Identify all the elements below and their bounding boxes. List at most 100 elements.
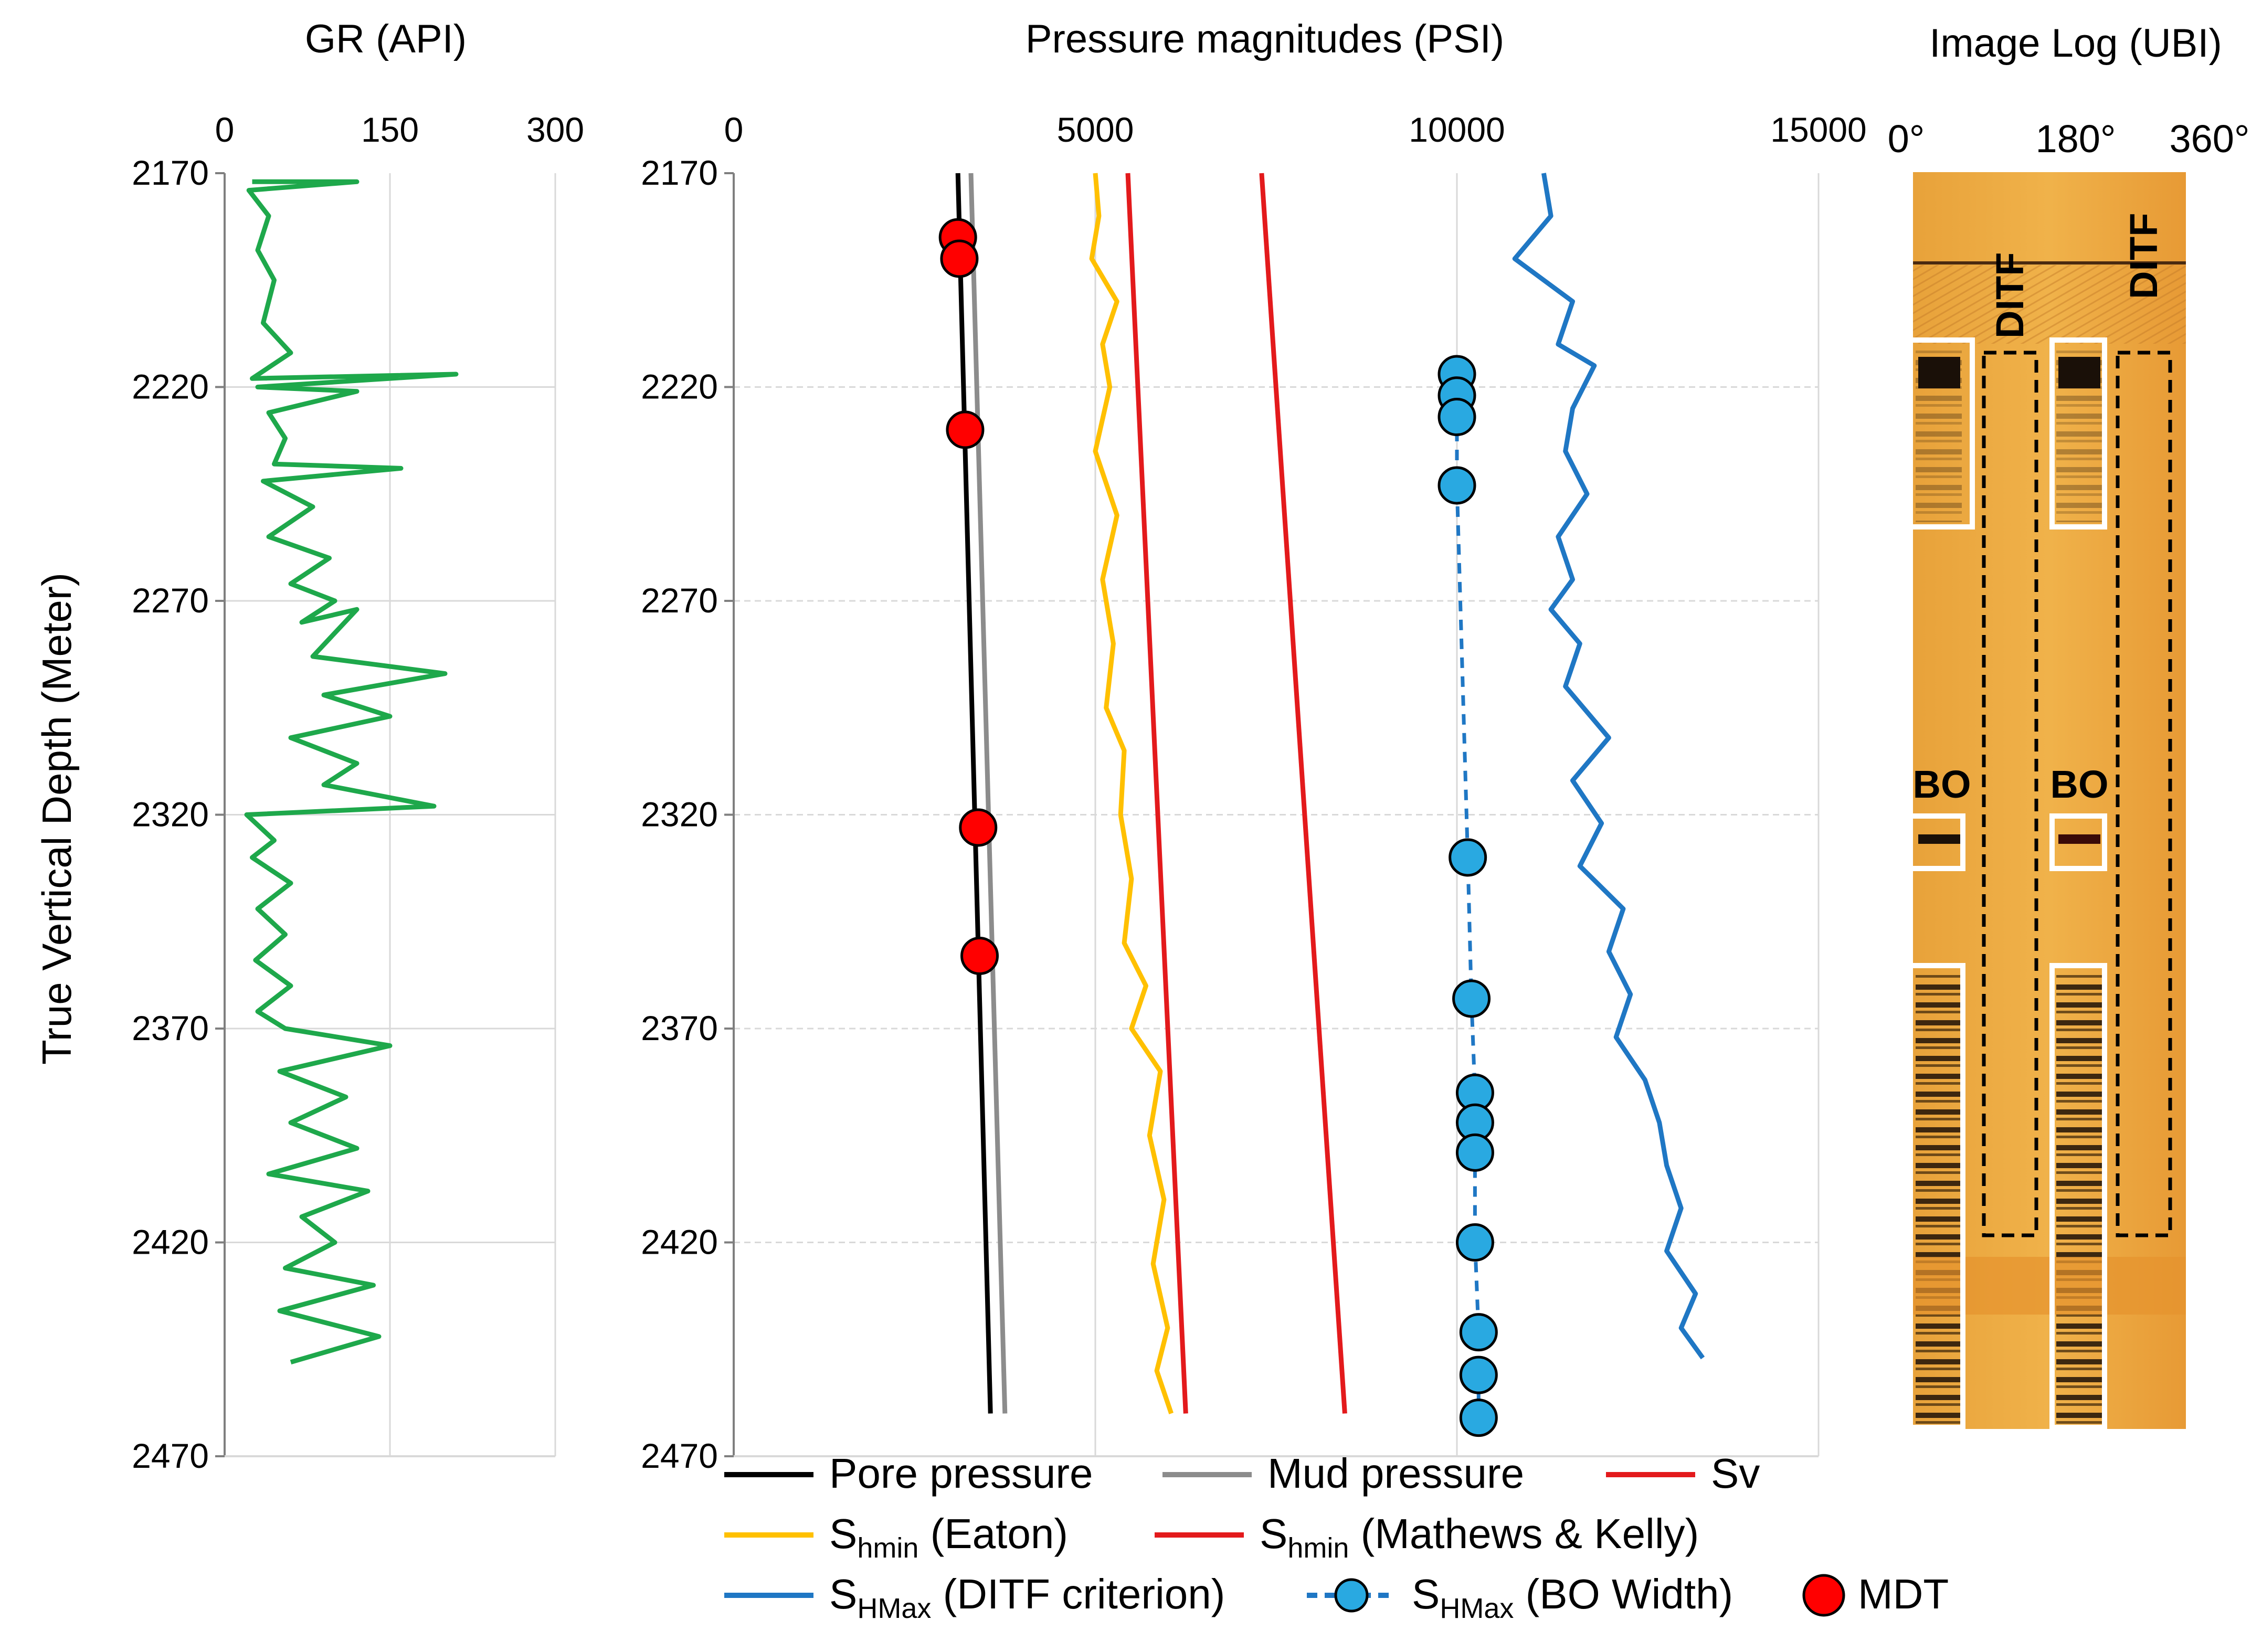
ubi-label-0: 0° [1888,117,1925,161]
legend-label-6: SHMax (BO Width) [1412,1571,1733,1624]
legend-item-4: Shmin (Mathews & Kelly) [1155,1510,1699,1564]
pressure-panel: Pressure magnitudes (PSI) 0 5000 10000 1500… [641,17,1867,1475]
legend-item-0: Pore pressure [724,1450,1093,1497]
pressure-gridlines [734,173,1820,1456]
pressure-x-ticks: 0 5000 10000 15000 [724,110,1867,149]
ubi-breakout-top-b [2058,357,2100,388]
gr-ytick-label-0: 2170 [132,153,209,192]
gr-ytick-label-5: 2420 [132,1223,209,1262]
ditf-label-b: DITF [2122,213,2165,299]
legend-marker-6 [1334,1578,1369,1613]
series-7-point-3 [959,808,998,847]
p-ytick-label-6: 2470 [641,1436,718,1475]
legend-label-5: SHMax (DITF criterion) [829,1571,1225,1624]
series-line-5 [1512,173,1705,1360]
series-7-point-2 [946,410,985,449]
gr-axes [215,172,555,1457]
legend-label-4: Shmin (Mathews & Kelly) [1260,1510,1699,1564]
ubi-boxes [1908,337,2172,1430]
bo-box-3a [1908,963,1965,1430]
series-6-point-3 [1437,466,1476,505]
legend-label-3: Shmin (Eaton) [829,1510,1068,1564]
legend-item-2: Sv [1606,1450,1760,1497]
ubi-label-360: 360° [2169,117,2249,161]
p-ytick-label-2: 2270 [641,581,718,620]
p-ytick-label-3: 2320 [641,795,718,834]
gr-title: GR (API) [305,17,467,61]
ubi-band-block-2a [1916,973,1964,1430]
series-6-point-11 [1459,1356,1498,1394]
series-6-point-4 [1449,838,1487,877]
bo-box-2a [1908,813,1965,871]
legend-label-0: Pore pressure [829,1450,1093,1497]
series-6-point-10 [1459,1313,1498,1352]
p-xtick-label-2: 10000 [1409,110,1505,149]
gr-series [244,179,459,1365]
ubi-dark-line [1913,261,2186,264]
bo-box-1a [1908,337,1975,530]
gr-x-ticks: 0 150 300 [215,110,584,149]
gr-ytick-label-1: 2220 [132,367,209,406]
p-ytick-label-4: 2370 [641,1009,718,1047]
pressure-title: Pressure magnitudes (PSI) [1026,17,1504,61]
p-xtick-label-1: 5000 [1057,110,1134,149]
series-line-3 [1089,173,1174,1414]
ubi-band-mid-a [1918,834,1960,844]
pressure-y-ticks: 2170 2220 2270 2320 2370 2420 2470 [641,153,718,1475]
gr-xtick-label-2: 300 [526,110,584,149]
gr-panel: GR (API) True Vertical Depth (Meter) 0 15… [34,17,584,1475]
p-ytick-label-0: 2170 [641,153,718,192]
legend-item-7: MDT [1802,1571,1949,1617]
series-6-point-2 [1437,398,1476,437]
legend-item-1: Mud pressure [1162,1450,1524,1497]
ditf-label-a: DITF [1988,252,2032,338]
ubi-breakout-top-a [1918,357,1960,388]
ditf-box-b [2116,351,2172,1237]
gr-y-ticks: 2170 2220 2270 2320 2370 2420 2470 [132,153,209,1475]
series-6-point-8 [1455,1133,1494,1172]
bo-box-2b [2049,813,2107,871]
gr-curve [244,179,459,1365]
ubi-band-mid-b [2058,834,2100,844]
p-xtick-label-3: 15000 [1770,110,1867,149]
legend-marker-7 [1802,1574,1845,1617]
legend-label-2: Sv [1711,1450,1760,1497]
gr-ytick-label-2: 2270 [132,581,209,620]
pressure-series [955,173,1705,1418]
legend-item-6: SHMax (BO Width) [1307,1571,1733,1624]
series-line-4 [1125,173,1188,1414]
series-7-point-4 [960,936,999,975]
series-6-point-5 [1452,979,1491,1018]
series-line-1 [968,173,1008,1414]
legend-item-3: Shmin (Eaton) [724,1510,1068,1564]
bo-box-1b [2049,337,2107,530]
ditf-box-a [1982,351,2038,1237]
gr-xtick-label-1: 150 [361,110,419,149]
legend-label-1: Mud pressure [1267,1450,1524,1497]
gr-ytick-label-4: 2370 [132,1009,209,1047]
image-log-panel: Image Log (UBI) 0° 180° 360° [1888,21,2250,1430]
gr-ytick-label-3: 2320 [132,795,209,834]
series-line-0 [955,173,993,1414]
bo-label-b: BO [2050,763,2109,806]
gr-ylabel: True Vertical Depth (Meter) [34,573,80,1065]
legend-label-7: MDT [1858,1571,1949,1617]
bo-box-3b [2049,963,2107,1430]
p-ytick-label-5: 2420 [641,1223,718,1262]
legend: Pore pressure Mud pressure Sv Shmin (Eaton)… [724,1450,1949,1624]
ubi-band-block-2b [2056,973,2105,1430]
pressure-axes [724,172,1819,1457]
legend-item-5: SHMax (DITF criterion) [724,1571,1225,1624]
p-ytick-label-1: 2220 [641,367,718,406]
ubi-label-180: 180° [2035,117,2116,161]
series-6-point-12 [1459,1399,1498,1437]
series-6-point-9 [1455,1223,1494,1262]
gr-ytick-label-6: 2470 [132,1436,209,1475]
series-7-point-1 [940,239,979,278]
gr-xtick-label-0: 0 [215,110,235,149]
ubi-title: Image Log (UBI) [1929,21,2222,66]
p-xtick-label-0: 0 [724,110,744,149]
series-line-2 [1259,173,1347,1414]
ubi-stripe-zone [1913,265,2186,344]
pressure-markers [938,218,1498,1437]
